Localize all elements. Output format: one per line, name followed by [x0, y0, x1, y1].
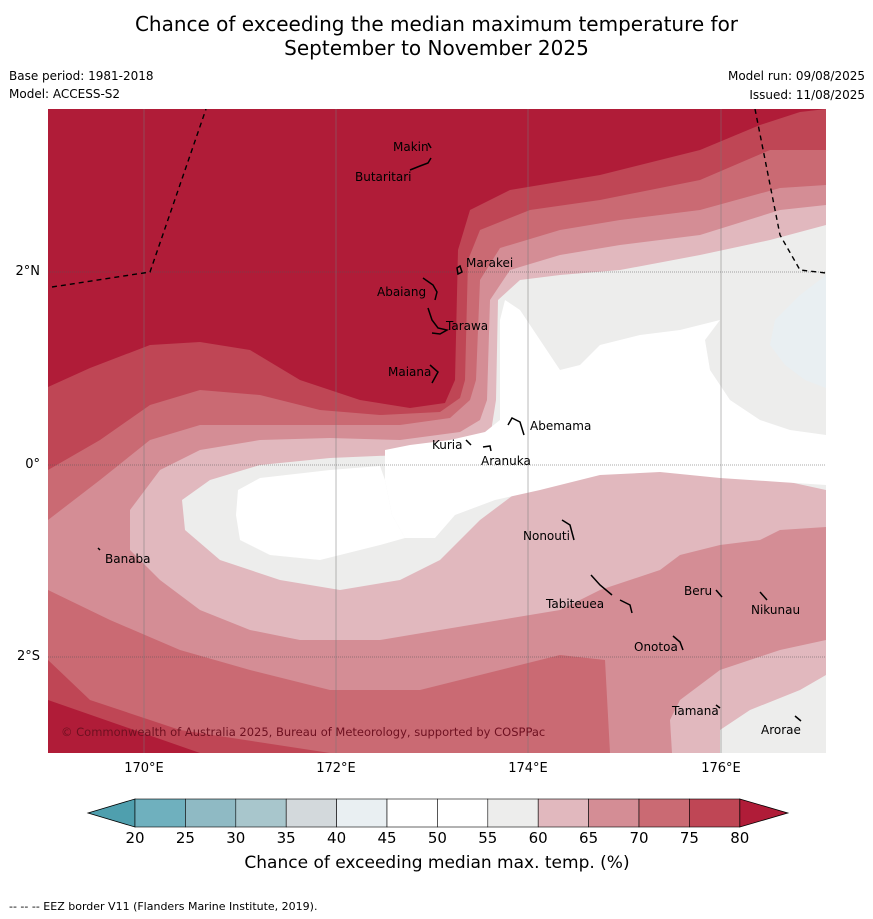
- graticule: [48, 271, 826, 658]
- island-tamana: [715, 704, 721, 709]
- colorbar-tick-label: 70: [629, 829, 649, 847]
- colorbar-segment: [386, 798, 438, 828]
- model-name: Model: ACCESS-S2: [9, 87, 121, 101]
- colorbar-segment: [487, 798, 539, 828]
- colorbar-segment: [336, 798, 388, 828]
- colorbar-segment: [588, 798, 640, 828]
- label-abaiang: Abaiang: [377, 285, 426, 299]
- eez-footnote: -- -- -- EEZ border V11 (Flanders Marine…: [9, 900, 318, 913]
- label-beru: Beru: [684, 584, 712, 598]
- eez-border: [51, 109, 826, 288]
- copyright-notice: © Commonwealth of Australia 2025, Bureau…: [61, 725, 545, 739]
- label-kuria: Kuria: [432, 438, 463, 452]
- island-beru: [715, 589, 723, 598]
- lon-label-174e: 174°E: [508, 761, 548, 776]
- island-arorae: [794, 715, 802, 722]
- colorbar-extend-high: [739, 798, 790, 828]
- title-line-1: Chance of exceeding the median maximum t…: [134, 12, 739, 36]
- title-line-2: September to November 2025: [284, 36, 589, 60]
- colorbar: [86, 798, 790, 828]
- label-nikunau: Nikunau: [751, 603, 800, 617]
- island-nikunau: [759, 591, 768, 601]
- colorbar-tick-label: 20: [125, 829, 145, 847]
- place-labels: Makin Butaritari Marakei Abaiang Tarawa …: [105, 140, 801, 737]
- map-title: Chance of exceeding the median maximum t…: [0, 12, 873, 60]
- lat-label-2s: 2°S: [16, 649, 40, 664]
- label-makin: Makin: [393, 140, 429, 154]
- label-onotoa: Onotoa: [634, 640, 678, 654]
- island-abemama: [507, 417, 525, 436]
- island-maiana: [429, 364, 439, 384]
- lon-label-176e: 176°E: [701, 761, 741, 776]
- colorbar-tick-label: 45: [377, 829, 397, 847]
- island-makin: [427, 142, 432, 149]
- colorbar-tick-label: 30: [226, 829, 246, 847]
- map-area[interactable]: Makin Butaritari Marakei Abaiang Tarawa …: [48, 109, 826, 753]
- label-banaba: Banaba: [105, 552, 151, 566]
- island-tarawa: [427, 307, 450, 335]
- colorbar-segment: [537, 798, 589, 828]
- label-tarawa: Tarawa: [445, 319, 488, 333]
- island-butaritari: [409, 157, 432, 171]
- island-kuria: [465, 439, 472, 446]
- island-marakei: [456, 264, 463, 276]
- contour-map: Makin Butaritari Marakei Abaiang Tarawa …: [48, 109, 826, 753]
- label-arorae: Arorae: [761, 723, 801, 737]
- label-marakei: Marakei: [466, 256, 513, 270]
- lon-label-172e: 172°E: [316, 761, 356, 776]
- colorbar-tick-label: 75: [679, 829, 699, 847]
- label-aranuka: Aranuka: [481, 454, 531, 468]
- issued-date: Issued: 11/08/2025: [749, 88, 865, 102]
- colorbar-tick-label: 35: [276, 829, 296, 847]
- label-abemama: Abemama: [530, 419, 591, 433]
- label-nonouti: Nonouti: [523, 529, 570, 543]
- island-onotoa: [672, 635, 684, 651]
- contour-40: [770, 275, 826, 388]
- contour-50-left: [236, 466, 405, 560]
- colorbar-segments: [86, 798, 790, 828]
- colorbar-label: Chance of exceeding median max. temp. (%…: [244, 853, 630, 873]
- colorbar-segment: [689, 798, 741, 828]
- base-period: Base period: 1981-2018: [9, 69, 154, 83]
- island-banaba: [97, 547, 101, 551]
- label-maiana: Maiana: [388, 365, 431, 379]
- colorbar-segment: [638, 798, 690, 828]
- colorbar-tick-label: 80: [730, 829, 750, 847]
- island-nonouti: [561, 519, 575, 541]
- lat-label-0: 0°: [25, 457, 40, 472]
- lon-label-170e: 170°E: [124, 761, 164, 776]
- island-tabiteuea: [590, 574, 633, 614]
- colorbar-tick-label: 40: [327, 829, 347, 847]
- colorbar-segment: [437, 798, 489, 828]
- colorbar-segment: [185, 798, 237, 828]
- contour-50: [385, 240, 826, 538]
- colorbar-segment: [134, 798, 186, 828]
- meridians: [143, 109, 722, 753]
- label-tamana: Tamana: [671, 704, 719, 718]
- model-run: Model run: 09/08/2025: [727, 69, 865, 83]
- colorbar-tick-label: 65: [579, 829, 599, 847]
- islands: [97, 142, 802, 722]
- colorbar-segment: [235, 798, 287, 828]
- island-aranuka: [482, 445, 492, 452]
- colorbar-tick-label: 55: [478, 829, 498, 847]
- colorbar-extend-low: [86, 798, 136, 828]
- label-tabiteuea: Tabiteuea: [545, 597, 604, 611]
- lat-label-2n: 2°N: [15, 264, 41, 279]
- colorbar-tick-label: 60: [528, 829, 548, 847]
- colorbar-segment: [285, 798, 337, 828]
- colorbar-tick-label: 50: [427, 829, 447, 847]
- label-butaritari: Butaritari: [355, 170, 412, 184]
- colorbar-tick-label: 25: [175, 829, 195, 847]
- contour-55-se: [720, 675, 826, 753]
- island-abaiang: [422, 277, 438, 301]
